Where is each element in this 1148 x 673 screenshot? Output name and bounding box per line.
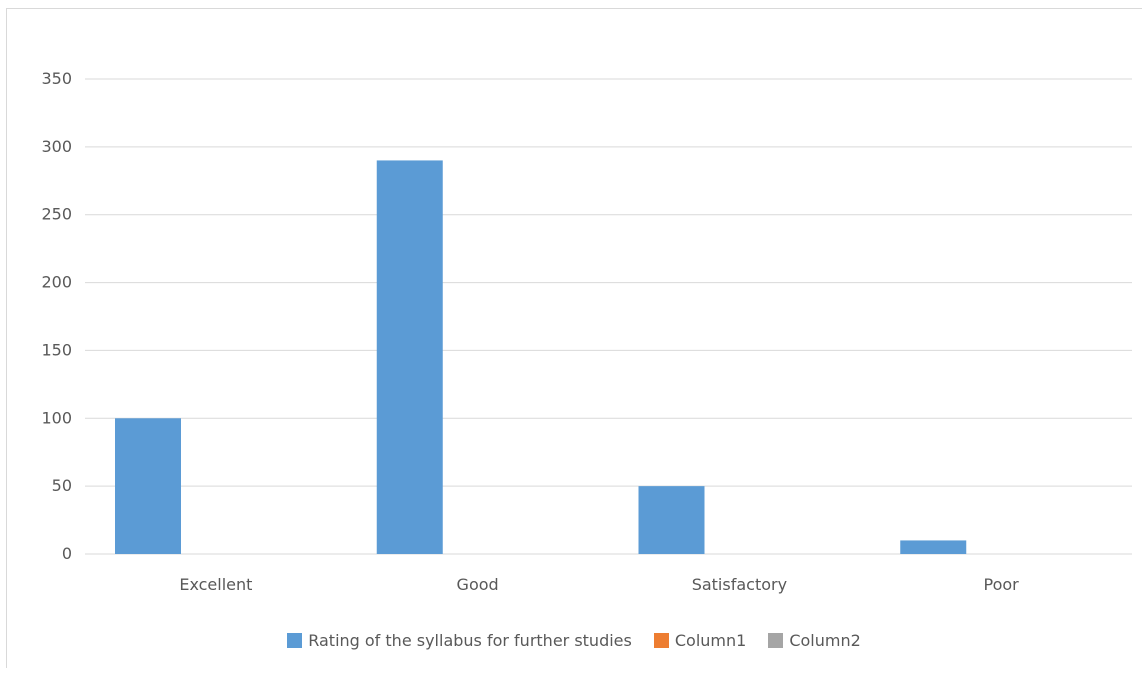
- gridlines: [85, 78, 1132, 555]
- chart-frame: [6, 8, 1142, 668]
- y-tick-label: 150: [41, 340, 72, 359]
- bar-satisfactory: [638, 486, 705, 554]
- legend-swatch-series-2: [653, 632, 669, 648]
- category-label: Satisfactory: [692, 575, 787, 594]
- y-tick-label: 300: [41, 137, 72, 156]
- bar-excellent: [115, 418, 181, 554]
- y-tick-label: 100: [41, 408, 72, 427]
- legend: Rating of the syllabus for further studi…: [0, 627, 1148, 653]
- legend-label-series-2: Column1: [674, 630, 747, 650]
- legend-label-series-1: Rating of the syllabus for further studi…: [308, 630, 632, 650]
- legend-swatch-series-1: [287, 632, 303, 648]
- y-tick-label: 50: [52, 476, 72, 495]
- y-axis-tick-labels: 0 50 100 150 200 250 300 350: [41, 69, 72, 563]
- legend-swatch-series-3: [768, 632, 784, 648]
- y-tick-label: 200: [41, 273, 72, 292]
- bar-good: [376, 160, 443, 554]
- legend-item-series-3: Column2: [768, 630, 861, 650]
- category-label: Good: [457, 575, 499, 594]
- bars: [115, 160, 967, 554]
- legend-item-series-1: Rating of the syllabus for further studi…: [287, 631, 632, 650]
- legend-label-series-3: Column2: [789, 630, 861, 650]
- category-label: Excellent: [179, 575, 252, 594]
- y-tick-label: 250: [41, 205, 72, 224]
- y-tick-label: 0: [62, 544, 72, 563]
- bar-poor: [900, 540, 967, 554]
- x-axis-category-labels: Excellent Good Satisfactory Poor: [179, 575, 1019, 594]
- legend-item-series-2: Column1: [653, 630, 747, 650]
- category-label: Poor: [984, 575, 1020, 594]
- y-tick-label: 350: [41, 69, 72, 88]
